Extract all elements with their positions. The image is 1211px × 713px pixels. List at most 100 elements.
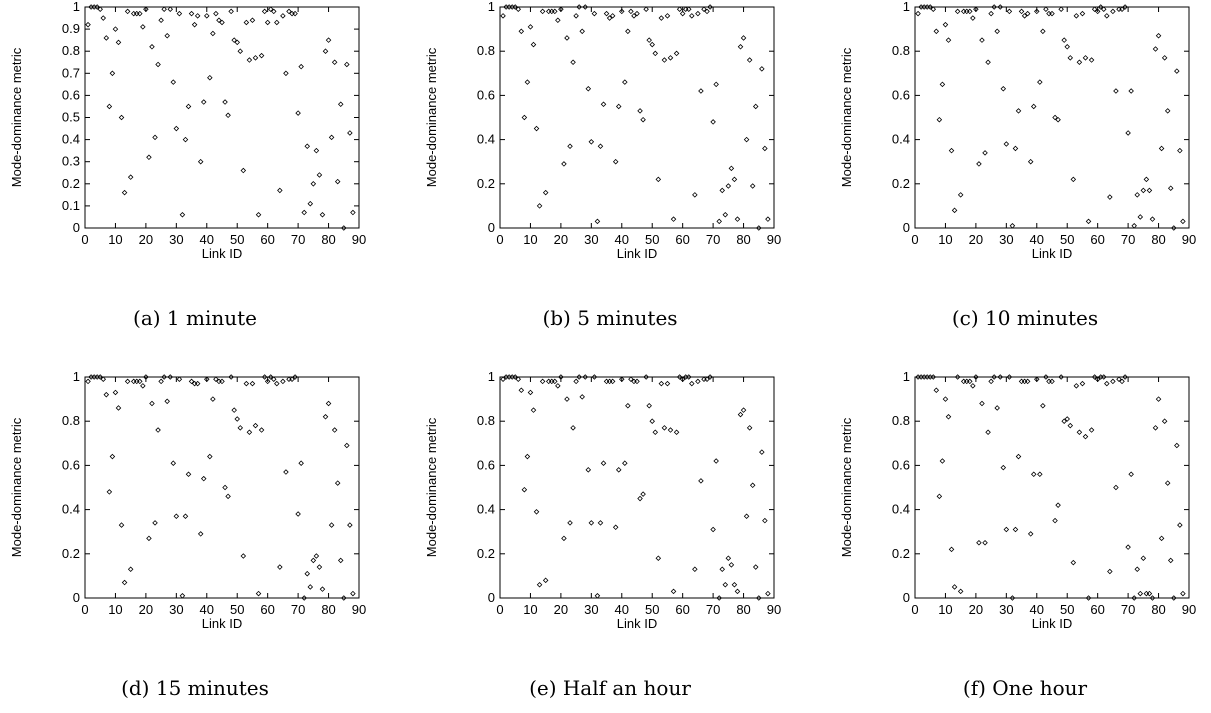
data-point bbox=[725, 183, 732, 189]
data-point bbox=[976, 539, 982, 546]
data-point bbox=[207, 453, 213, 460]
data-point bbox=[731, 176, 738, 183]
data-point bbox=[283, 469, 289, 475]
data-point bbox=[310, 181, 317, 187]
data-point bbox=[945, 37, 952, 43]
x-tick-label: 0 bbox=[496, 232, 503, 247]
data-point bbox=[1024, 10, 1031, 17]
data-point bbox=[1161, 55, 1168, 61]
x-tick-label: 50 bbox=[645, 232, 659, 247]
data-point bbox=[695, 378, 701, 385]
data-point bbox=[1034, 8, 1040, 15]
data-point bbox=[948, 147, 955, 154]
data-point bbox=[536, 581, 543, 588]
data-point bbox=[594, 593, 601, 599]
y-tick-label: 0.8 bbox=[892, 413, 910, 428]
data-point bbox=[127, 566, 134, 573]
data-point bbox=[1104, 380, 1110, 387]
data-point bbox=[1149, 595, 1156, 601]
data-point bbox=[1006, 8, 1013, 15]
x-tick-label: 0 bbox=[911, 602, 918, 617]
y-tick-label: 0.6 bbox=[62, 457, 80, 472]
data-point bbox=[188, 378, 195, 385]
data-point bbox=[182, 513, 189, 519]
data-point bbox=[222, 99, 228, 105]
data-point bbox=[609, 378, 616, 385]
caption-e: (e) Half an hour bbox=[529, 676, 691, 700]
y-tick-label: 0.9 bbox=[62, 21, 80, 36]
data-point bbox=[1164, 108, 1171, 114]
data-point bbox=[322, 414, 329, 420]
x-tick-label: 80 bbox=[736, 602, 750, 617]
data-point bbox=[1097, 4, 1104, 10]
data-point bbox=[643, 6, 649, 12]
data-point bbox=[737, 44, 744, 50]
data-point bbox=[350, 209, 356, 216]
caption-c: (c) 10 minutes bbox=[951, 306, 1099, 330]
y-tick-label: 1 bbox=[488, 369, 495, 384]
data-point bbox=[204, 13, 210, 19]
data-point bbox=[1158, 535, 1165, 542]
y-tick-label: 0.3 bbox=[62, 154, 80, 169]
data-point bbox=[249, 380, 256, 387]
data-point bbox=[252, 55, 259, 61]
data-point bbox=[316, 172, 323, 178]
x-axis-label: Link ID bbox=[1032, 616, 1072, 631]
data-point bbox=[695, 10, 701, 17]
data-point bbox=[933, 28, 940, 35]
data-point bbox=[283, 70, 289, 77]
data-point bbox=[130, 10, 137, 17]
y-tick-label: 0.2 bbox=[62, 176, 80, 191]
data-point bbox=[1000, 86, 1007, 92]
data-point bbox=[1128, 471, 1134, 478]
y-tick-label: 1 bbox=[73, 369, 80, 384]
data-point bbox=[552, 8, 558, 15]
data-point bbox=[655, 555, 662, 561]
x-tick-label: 70 bbox=[706, 602, 720, 617]
data-point bbox=[982, 539, 988, 546]
scatter-plot-d: 0 10 20 30 40 50 60 70 80 90 0 0.2 0.4 0.6 0.8 1 Link ID… bbox=[9, 369, 366, 631]
x-tick-label: 30 bbox=[584, 602, 598, 617]
data-point bbox=[713, 81, 719, 88]
y-tick-label: 0 bbox=[903, 590, 910, 605]
data-point bbox=[725, 555, 732, 561]
x-tick-label: 50 bbox=[645, 602, 659, 617]
data-point bbox=[225, 493, 231, 500]
data-point bbox=[1134, 566, 1141, 573]
data-point bbox=[1082, 433, 1089, 440]
data-point bbox=[1061, 418, 1067, 424]
data-point bbox=[1167, 557, 1174, 564]
data-point bbox=[762, 145, 768, 152]
data-point bbox=[951, 584, 958, 590]
y-tick-label: 0 bbox=[488, 590, 495, 605]
data-point bbox=[194, 13, 201, 19]
data-point bbox=[716, 595, 722, 601]
data-point bbox=[676, 374, 683, 380]
data-point bbox=[1137, 214, 1144, 220]
data-point bbox=[1015, 108, 1022, 114]
y-tick-label: 0.4 bbox=[477, 132, 495, 147]
data-point bbox=[1079, 380, 1086, 387]
data-point bbox=[328, 522, 335, 528]
data-point bbox=[121, 579, 128, 586]
data-point bbox=[719, 566, 726, 573]
data-point bbox=[158, 17, 164, 24]
x-tick-label: 90 bbox=[352, 232, 366, 247]
data-point bbox=[591, 374, 598, 380]
data-point bbox=[344, 442, 350, 449]
data-point bbox=[588, 520, 595, 526]
data-point bbox=[734, 588, 741, 595]
data-point bbox=[542, 189, 549, 196]
data-point bbox=[121, 189, 128, 196]
data-point bbox=[676, 6, 683, 12]
data-point bbox=[1171, 595, 1177, 601]
data-point bbox=[1058, 374, 1064, 380]
data-point bbox=[606, 378, 613, 385]
x-tick-label: 20 bbox=[554, 232, 568, 247]
data-point bbox=[127, 174, 134, 180]
data-point bbox=[658, 15, 665, 21]
x-tick-label: 90 bbox=[1182, 602, 1196, 617]
data-point bbox=[500, 376, 506, 382]
data-point bbox=[1082, 55, 1089, 61]
data-point bbox=[1009, 595, 1016, 601]
